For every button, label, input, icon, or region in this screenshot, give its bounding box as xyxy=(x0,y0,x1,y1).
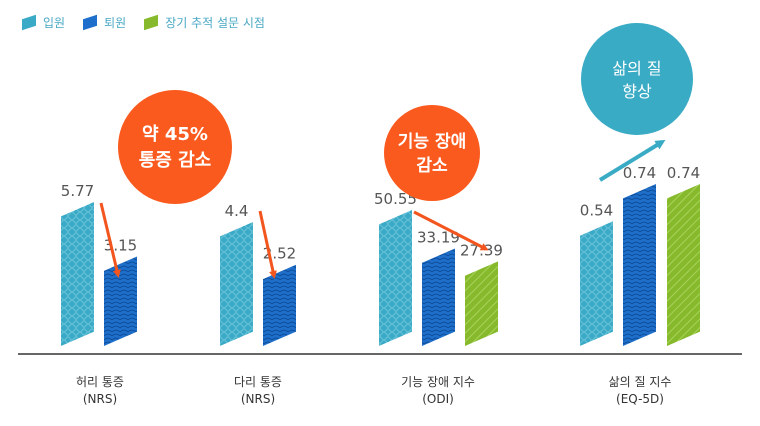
value-label-back-admission: 5.77 xyxy=(61,182,94,200)
pain-callout-line2: 통증 감소 xyxy=(139,150,212,171)
legend-label-discharge: 퇴원 xyxy=(104,16,127,30)
value-label-odi-admission: 50.55 xyxy=(374,190,417,208)
quality-callout-line2: 향상 xyxy=(622,82,652,101)
group-label-leg-pain: 다리 통증 (NRS) xyxy=(183,374,333,408)
odi-sublabel: (ODI) xyxy=(422,392,454,406)
leg-pain-trend-arrow xyxy=(258,210,277,279)
quality-callout-circle xyxy=(581,23,693,135)
bar-eq5d-discharge xyxy=(623,184,656,346)
legend: 입원 퇴원 장기 추적 설문 시점 xyxy=(22,14,265,31)
legend-item-discharge: 퇴원 xyxy=(83,14,126,31)
back-pain-label: 허리 통증 xyxy=(76,375,124,389)
bar-eq5d-admission xyxy=(580,221,613,346)
odi-trend-arrow xyxy=(413,210,489,251)
legend-item-admission: 입원 xyxy=(22,14,65,31)
value-label-odi-discharge: 33.19 xyxy=(417,228,460,246)
bar-back-admission xyxy=(61,202,94,346)
group-label-eq5d: 삶의 질 지수 (EQ-5D) xyxy=(565,374,715,408)
odi-label: 기능 장애 지수 xyxy=(401,375,475,389)
eq5d-trend-arrow xyxy=(598,139,666,182)
bar-leg-discharge xyxy=(263,264,296,346)
eq5d-sublabel: (EQ-5D) xyxy=(616,392,664,406)
eq5d-label: 삶의 질 지수 xyxy=(608,375,672,389)
value-label-eq5d-discharge: 0.74 xyxy=(623,164,656,182)
bar-eq5d-followup xyxy=(667,184,700,346)
quality-callout: 삶의 질 향상 xyxy=(581,23,693,135)
back-pain-trend-arrow xyxy=(99,202,121,278)
function-callout: 기능 장애 감소 xyxy=(384,105,480,201)
bar-odi-admission xyxy=(379,210,412,346)
value-label-odi-followup: 27.39 xyxy=(460,241,503,259)
value-label-eq5d-admission: 0.54 xyxy=(580,201,613,219)
bar-odi-followup xyxy=(465,261,498,346)
leg-pain-label: 다리 통증 xyxy=(234,375,282,389)
legend-swatch-admission xyxy=(22,14,36,31)
legend-item-followup: 장기 추적 설문 시점 xyxy=(144,14,265,31)
function-callout-line1: 기능 장애 xyxy=(398,132,466,152)
quality-callout-line1: 삶의 질 xyxy=(612,59,661,78)
pain-reduction-callout: 약 45% 통증 감소 xyxy=(118,90,232,204)
bar-back-discharge xyxy=(104,256,137,346)
group-label-odi: 기능 장애 지수 (ODI) xyxy=(363,374,513,408)
legend-swatch-followup xyxy=(144,14,159,31)
legend-swatch-discharge xyxy=(83,14,98,31)
value-label-eq5d-followup: 0.74 xyxy=(667,164,700,182)
leg-pain-sublabel: (NRS) xyxy=(240,392,276,406)
bar-odi-discharge xyxy=(422,248,455,346)
value-label-leg-admission: 4.4 xyxy=(225,202,249,220)
function-callout-line2: 감소 xyxy=(416,156,448,176)
back-pain-sublabel: (NRS) xyxy=(82,392,118,406)
legend-label-followup: 장기 추적 설문 시점 xyxy=(165,16,265,30)
pain-callout-line1: 약 45% xyxy=(142,123,208,145)
bar-leg-admission xyxy=(220,222,253,346)
trend-arrows xyxy=(99,139,666,279)
pain-callout-circle xyxy=(118,90,232,204)
legend-label-admission: 입원 xyxy=(43,16,66,30)
group-label-back-pain: 허리 통증 (NRS) xyxy=(25,374,175,408)
function-callout-circle xyxy=(384,105,480,201)
